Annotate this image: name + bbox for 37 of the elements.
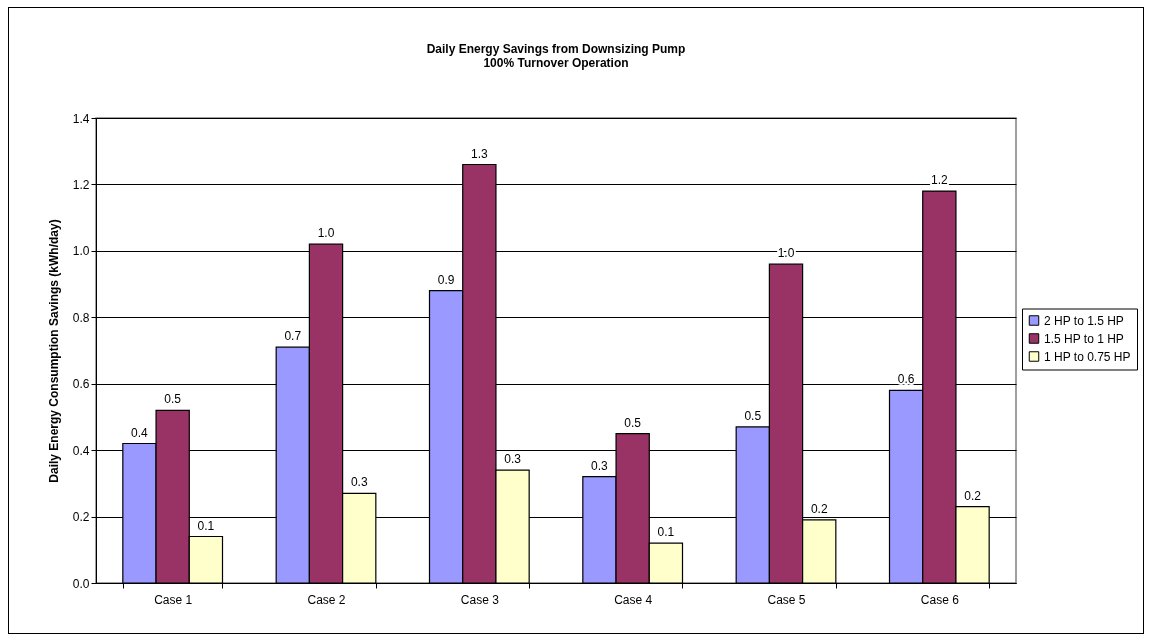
data-label: 1.0	[317, 226, 335, 241]
x-tick-label: Case 4	[614, 592, 653, 607]
x-tick-label: Case 6	[920, 592, 960, 607]
y-tick-label: 1.4	[72, 111, 90, 126]
data-label: 0.3	[350, 475, 368, 490]
data-label: 0.3	[504, 452, 522, 467]
y-tick-label: 0.2	[72, 510, 90, 525]
data-label: 0.3	[591, 458, 609, 473]
data-label: 0.6	[897, 372, 915, 387]
x-tick-label: Case 5	[767, 592, 806, 607]
legend-label: 1.5 HP to 1 HP	[1044, 331, 1124, 346]
data-label: 0.5	[624, 415, 642, 430]
data-label: 0.2	[964, 488, 982, 503]
data-label: 0.9	[437, 272, 455, 287]
data-label: 0.5	[164, 392, 182, 407]
y-tick-label: 0.0	[72, 576, 90, 591]
data-label: 0.1	[657, 525, 675, 540]
x-tick-label: Case 3	[460, 592, 500, 607]
y-tick-label: 0.6	[72, 377, 90, 392]
chart-subtitle: 100% Turnover Operation	[483, 56, 629, 70]
data-label: 1.2	[930, 173, 948, 188]
data-label: 0.4	[131, 425, 149, 440]
data-label: 0.7	[284, 329, 302, 344]
chart-title: Daily Energy Savings from Downsizing Pump	[426, 42, 686, 56]
y-tick-label: 1.0	[72, 244, 90, 259]
legend-label: 1 HP to 0.75 HP	[1044, 349, 1131, 364]
data-label: 0.2	[810, 501, 828, 516]
y-tick-label: 0.4	[72, 443, 90, 458]
y-tick-label: 1.2	[72, 177, 90, 192]
y-axis-title: Daily Energy Consumption Savings (kWh/day)	[46, 219, 61, 483]
y-tick-label: 0.8	[72, 310, 90, 325]
data-label: 1.3	[470, 146, 488, 161]
x-tick-label: Case 1	[154, 592, 193, 607]
data-label: 0.1	[197, 518, 215, 533]
data-label: 0.5	[744, 408, 762, 423]
x-tick-label: Case 2	[307, 592, 346, 607]
legend-label: 2 HP to 1.5 HP	[1044, 313, 1124, 328]
